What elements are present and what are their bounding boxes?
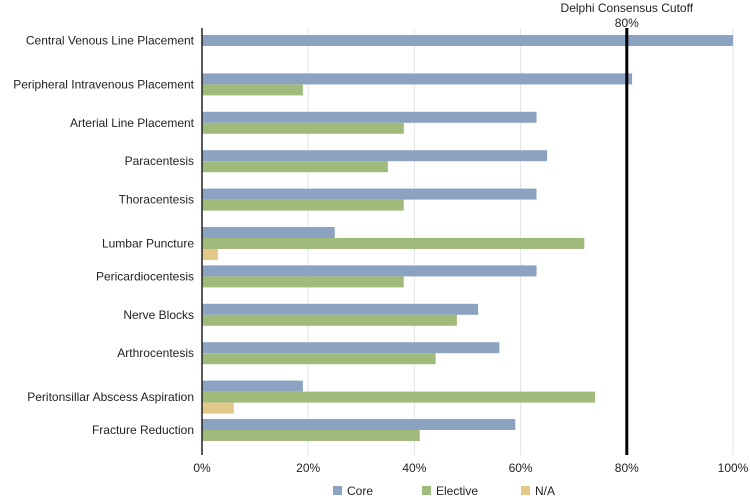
legend-label: Elective xyxy=(436,484,478,498)
bar-core xyxy=(202,111,537,123)
legend-label: Core xyxy=(347,484,373,498)
x-tick-label: 20% xyxy=(296,461,320,475)
category-label: Pericardiocentesis xyxy=(96,269,194,283)
bar-core xyxy=(202,227,335,238)
bar-core xyxy=(202,303,479,315)
bar-elective xyxy=(202,430,420,441)
bar-elective xyxy=(202,84,303,96)
category-label: Central Venous Line Placement xyxy=(26,34,195,48)
category-label: Peripheral Intravenous Placement xyxy=(13,77,194,91)
bar-core xyxy=(202,265,537,277)
bar-elective xyxy=(202,238,585,249)
x-tick-label: 80% xyxy=(615,461,639,475)
x-tick-label: 60% xyxy=(509,461,533,475)
category-label: Peritonsillar Abscess Aspiration xyxy=(27,390,194,404)
x-tick-label: 40% xyxy=(402,461,426,475)
category-label: Arthrocentesis xyxy=(117,346,194,360)
bar-elective xyxy=(202,276,404,288)
bar-elective xyxy=(202,391,595,403)
bars xyxy=(202,35,733,441)
bar-na xyxy=(202,402,234,414)
category-label: Thoracentesis xyxy=(119,193,194,207)
bar-elective xyxy=(202,199,404,211)
legend-swatch-na xyxy=(521,486,530,495)
legend-swatch-elective xyxy=(422,486,431,495)
bar-na xyxy=(202,249,218,260)
category-label: Fracture Reduction xyxy=(92,423,194,437)
bar-core xyxy=(202,73,633,85)
bar-elective xyxy=(202,161,388,173)
x-tick-labels: 0% 20% 40% 60% 80% 100% xyxy=(193,461,748,475)
legend-label: N/A xyxy=(535,484,555,498)
bar-elective xyxy=(202,122,404,134)
legend: Core Elective N/A xyxy=(333,484,555,498)
category-labels: Central Venous Line Placement Peripheral … xyxy=(13,34,194,438)
bar-core xyxy=(202,380,303,392)
bar-core xyxy=(202,35,733,46)
bar-core xyxy=(202,342,500,354)
category-label: Paracentesis xyxy=(125,154,194,168)
legend-swatch-core xyxy=(333,486,342,495)
category-label: Arterial Line Placement xyxy=(70,116,195,130)
category-label: Lumbar Puncture xyxy=(102,237,194,251)
bar-core xyxy=(202,150,548,162)
category-label: Nerve Blocks xyxy=(123,308,194,322)
x-tick-label: 0% xyxy=(193,461,211,475)
cutoff-value-label: 80% xyxy=(615,16,639,30)
bar-elective xyxy=(202,314,457,326)
bar-core xyxy=(202,188,537,200)
x-tick-label: 100% xyxy=(718,461,749,475)
bar-elective xyxy=(202,353,436,365)
cutoff-label: Delphi Consensus Cutoff xyxy=(561,1,694,15)
bar-core xyxy=(202,419,516,430)
